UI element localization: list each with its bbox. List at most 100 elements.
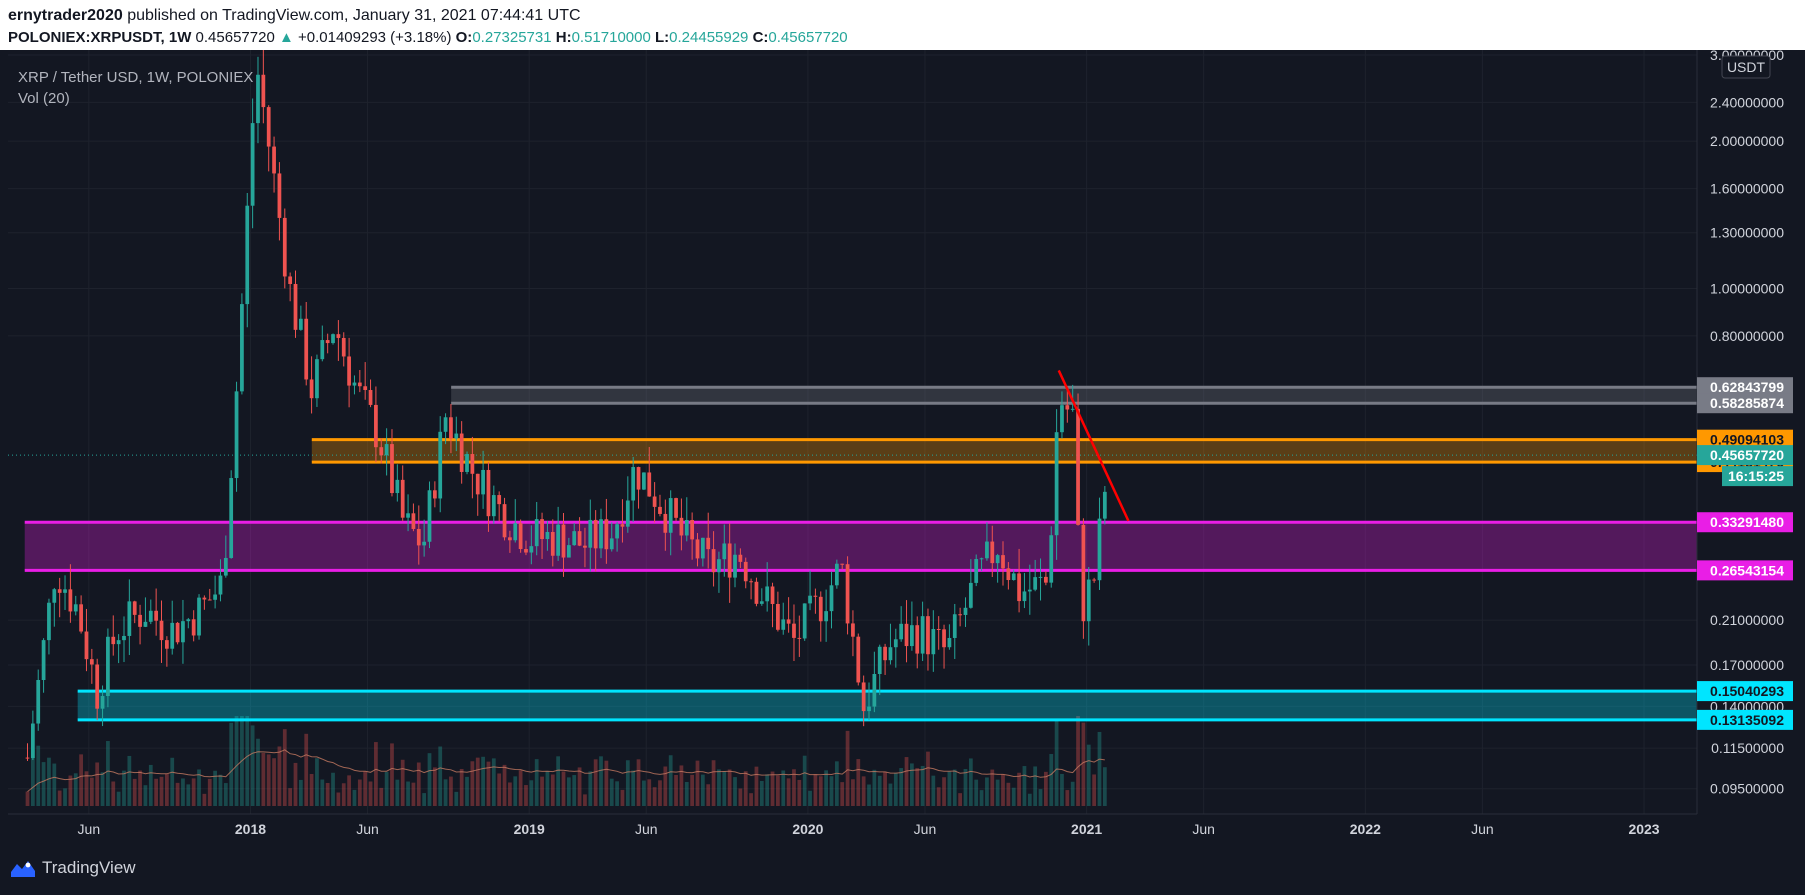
volume-bar (132, 778, 137, 806)
candle-body (95, 664, 100, 709)
tradingview-brand[interactable]: TradingView (42, 858, 136, 877)
candle-body (229, 478, 234, 558)
volume-bar (229, 722, 234, 806)
volume-bar (658, 780, 662, 806)
candle-body (277, 173, 282, 218)
candle-body (191, 619, 196, 636)
volume-bar (518, 770, 523, 806)
volume-bar (497, 773, 502, 806)
candle-body (470, 454, 475, 474)
volume-bar (443, 779, 448, 806)
volume-bar (502, 764, 507, 806)
volume-indicator-label[interactable]: Vol (20) (18, 90, 70, 107)
volume-bar (438, 746, 443, 806)
level-tag-label: 0.26543154 (1710, 562, 1784, 578)
time-tick-label: Jun (1471, 821, 1494, 837)
candle-body (985, 541, 989, 559)
candle-body (620, 524, 625, 527)
candle-body (840, 563, 845, 565)
volume-bar (679, 765, 684, 806)
candle-body (1038, 576, 1043, 578)
volume-bar (379, 787, 384, 806)
candle-body (411, 513, 416, 529)
candle-body (899, 623, 904, 640)
candle-body (926, 616, 930, 655)
chart-grid (8, 50, 1697, 814)
candle-body (57, 589, 62, 593)
volume-bar (974, 779, 979, 806)
trendline-group[interactable] (1057, 369, 1130, 522)
volume-bar (899, 768, 904, 806)
price-tick-label: 1.60000000 (1710, 181, 1784, 197)
last-price: 0.45657720 (195, 29, 275, 46)
volume-bar (277, 746, 282, 806)
zone-cyan[interactable] (77, 691, 1697, 720)
candle-body (995, 555, 1000, 564)
currency-badge-label: USDT (1727, 59, 1766, 75)
volume-bar (320, 779, 325, 806)
candle-body (100, 696, 105, 709)
candle-body (181, 621, 185, 643)
candle-body (872, 673, 877, 707)
symbol-line: POLONIEX:XRPUSDT, 1W 0.45657720 ▲ +0.014… (8, 29, 848, 46)
volume-bar (877, 775, 882, 806)
volume-bar (561, 771, 566, 806)
volume-bar (550, 774, 555, 806)
candle-body (556, 524, 561, 556)
symbol-name: POLONIEX:XRPUSDT (8, 29, 161, 46)
time-axis[interactable]: Jun 2018 Jun 2019 Jun 2020 Jun 2021 Jun 2022 Jun 20… (78, 821, 1660, 837)
candle-body (550, 531, 555, 556)
candle-body (357, 382, 362, 387)
volume-bar (588, 771, 593, 806)
volume-bar (904, 757, 909, 806)
time-tick-label: Jun (1192, 821, 1215, 837)
current-price-tag-label: 0.45657720 (1710, 447, 1784, 463)
volume-bar (524, 785, 528, 806)
volume-bar (347, 775, 351, 806)
candle-body (717, 559, 721, 573)
candles (25, 50, 1107, 761)
candle-body (1027, 589, 1032, 592)
volume-bar (818, 776, 823, 806)
volume-bar (556, 756, 561, 806)
zones (8, 385, 1698, 722)
candle-body (400, 479, 405, 518)
candle-body (282, 217, 287, 277)
candle-body (454, 433, 459, 439)
tradingview-logo-icon[interactable] (10, 858, 36, 878)
author-name[interactable]: ernytrader2020 (8, 7, 123, 24)
candle-body (540, 519, 544, 540)
trendline[interactable] (1057, 369, 1130, 522)
volume-bar (352, 789, 357, 806)
countdown-tag-label: 16:15:25 (1728, 468, 1784, 484)
candle-body (207, 599, 212, 601)
volume-bar (325, 782, 330, 806)
candle-body (25, 757, 30, 759)
candle-body (320, 340, 325, 360)
low-label: L: (654, 29, 670, 46)
candle-body (497, 495, 502, 505)
price-chart[interactable]: 3.000000002.400000002.000000001.60000000… (0, 50, 1805, 848)
volume-bar (1049, 754, 1054, 806)
zone-grey[interactable] (451, 387, 1698, 404)
volume-bar (148, 764, 153, 806)
zone-orange[interactable] (311, 439, 1698, 463)
volume-bar (454, 791, 459, 806)
volume-bar (620, 789, 625, 806)
zone-magenta[interactable] (24, 522, 1697, 571)
volume-bar (25, 791, 30, 806)
candle-body (818, 596, 823, 622)
candle-body (250, 123, 255, 206)
candle-body (1060, 405, 1064, 433)
volume-bar (122, 770, 126, 806)
currency-badge[interactable] (1721, 55, 1771, 79)
volume-bar (1001, 774, 1005, 806)
volume-bar (920, 765, 925, 806)
volume-bar (642, 780, 646, 806)
time-tick-label: 2023 (1628, 821, 1659, 837)
volume-bar (958, 793, 963, 806)
time-tick-label: 2020 (792, 821, 823, 837)
candle-body (781, 619, 786, 630)
candle-body (754, 581, 759, 604)
candle-body (631, 467, 636, 501)
